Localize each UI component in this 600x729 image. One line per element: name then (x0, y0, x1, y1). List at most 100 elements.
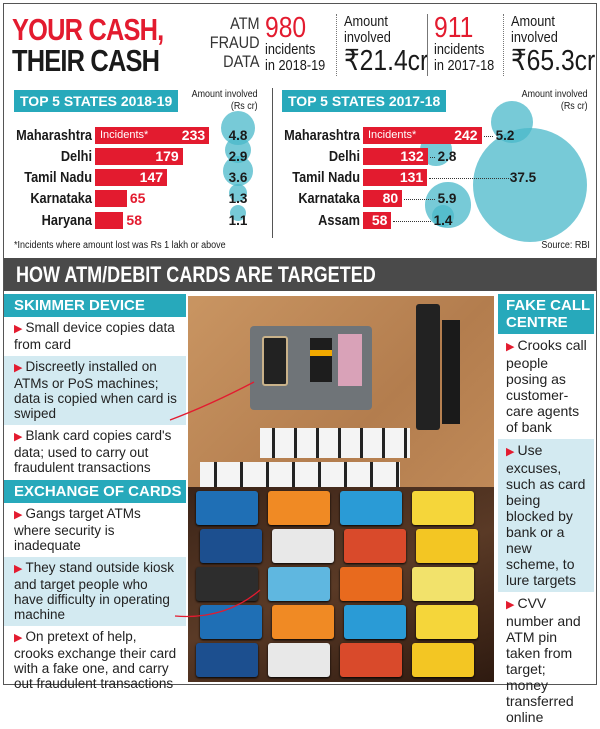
incidents-value: 65 (129, 190, 146, 206)
state-label: Maharashtra (16, 127, 92, 144)
ai-line: (Rs cr) (231, 100, 258, 112)
list-item: ▶ Small device copies data from card (4, 317, 186, 356)
headline-line2: THEIR CASH (12, 43, 160, 78)
amount-label: involved (511, 29, 558, 46)
phone (262, 336, 288, 386)
list-item: ▶ Use excuses, such as card being blocked… (498, 439, 594, 592)
card-reader (442, 320, 460, 424)
skimmer-section: SKIMMER DEVICE ▶ Small device copies data… (4, 294, 186, 479)
amount-label: involved (344, 29, 391, 46)
fake-call-section: FAKE CALL CENTRE ▶ Crooks call people pos… (498, 294, 594, 729)
ai-line: Amount involved (522, 88, 588, 100)
incidents-count: 911 (434, 12, 474, 44)
period-label: in 2017-18 (434, 57, 495, 74)
card (196, 491, 258, 525)
leader-line (483, 136, 493, 137)
card (412, 643, 474, 677)
list-item: ▶ Gangs target ATMs where security is ina… (4, 503, 186, 557)
arrow-icon: ▶ (506, 599, 515, 611)
ai-line: (Rs cr) (561, 100, 588, 112)
amount-label: Amount (511, 13, 555, 30)
incidents-label: incidents (434, 41, 485, 58)
incidents-bar (95, 212, 124, 229)
state-label: Karnataka (30, 190, 92, 207)
state-label: Tamil Nadu (24, 169, 92, 186)
callout-arrows (169, 381, 261, 618)
incidents-bar: 132 (363, 148, 428, 165)
card (344, 605, 406, 639)
state-label: Delhi (60, 148, 92, 165)
amount-bubble (473, 128, 587, 242)
incidents-value: 58 (126, 212, 142, 228)
incidents-2018-19: 980 incidents in 2018-19 (265, 14, 336, 74)
card (340, 567, 402, 601)
card (196, 643, 258, 677)
skimmer-header: SKIMMER DEVICE (4, 294, 186, 317)
leader-line (429, 178, 511, 179)
arrow-icon: ▶ (14, 323, 23, 335)
list-item: ▶ On pretext of help, crooks exchange the… (4, 626, 186, 695)
card (200, 605, 262, 639)
incidents-bar: 131 (363, 169, 428, 186)
amount-value: ₹21.4cr (344, 45, 429, 77)
label-line: DATA (223, 52, 260, 71)
card (268, 491, 330, 525)
list-item: ▶ Discreetly installed on ATMs or PoS mac… (4, 356, 186, 425)
amount-value: 1.3 (228, 191, 248, 206)
incidents-bar: 147 (95, 169, 168, 186)
card (200, 529, 262, 563)
arrow-icon: ▶ (14, 431, 23, 443)
amount-2018-19: Amount involved ₹21.4cr (344, 14, 443, 77)
amount-bubble (229, 184, 247, 202)
card (344, 529, 406, 563)
chart-divider (272, 88, 273, 238)
amount-value: 1.1 (228, 213, 248, 228)
card (340, 643, 402, 677)
incidents-label: Incidents* (100, 129, 149, 141)
skimmer (310, 338, 332, 382)
card (196, 567, 258, 601)
arrow-icon: ▶ (506, 341, 515, 353)
state-label: Maharashtra (284, 127, 360, 144)
card (416, 529, 478, 563)
leader-line (404, 199, 435, 200)
atm-fraud-data-label: ATM FRAUD DATA (210, 14, 260, 71)
chart-title-2017-18: TOP 5 STATES 2017-18 (282, 90, 447, 112)
label-line: FRAUD (210, 33, 260, 52)
list-item: ▶ Crooks call people posing as customer-c… (498, 334, 594, 439)
arrow-icon: ▶ (506, 446, 515, 458)
callout-arrow (174, 589, 261, 618)
item-text: They stand outside kiosk and target peop… (14, 560, 175, 622)
item-text: Small device copies data from card (14, 320, 175, 352)
headline: YOUR CASH, THEIR CASH (12, 14, 164, 78)
card (412, 491, 474, 525)
state-label: Tamil Nadu (292, 169, 360, 186)
card (412, 567, 474, 601)
incidents-count: 980 (265, 12, 307, 44)
card (340, 491, 402, 525)
amount-2017-18: Amount involved ₹65.3cr (511, 13, 600, 77)
arrow-icon: ▶ (14, 509, 23, 521)
incidents-bar (95, 190, 127, 207)
item-text: Use excuses, such as card being blocked … (506, 442, 586, 588)
amount-bubble (223, 156, 253, 186)
item-text: On pretext of help, crooks exchange thei… (14, 629, 177, 691)
amount-involved-label: Amount involved (Rs cr) (192, 88, 258, 112)
amount-value: 3.6 (228, 170, 248, 185)
callout-arrow (169, 381, 255, 421)
banknotes (338, 334, 362, 386)
fake-call-header: FAKE CALL CENTRE (498, 294, 594, 334)
state-label: Assam (318, 212, 360, 229)
label-line: ATM (230, 14, 260, 33)
ai-line: Amount involved (192, 88, 258, 100)
amount-bubble (431, 204, 454, 227)
card (416, 605, 478, 639)
card (268, 643, 330, 677)
incidents-label: Incidents* (368, 129, 417, 141)
leader-line (429, 157, 435, 158)
amount-value: 5.2 (495, 128, 515, 143)
section-title: HOW ATM/DEBIT CARDS ARE TARGETED (16, 262, 376, 287)
item-text: CVV number and ATM pin taken from target… (506, 595, 581, 725)
amount-value: 1.4 (433, 213, 453, 228)
item-text: Discreetly installed on ATMs or PoS mach… (14, 359, 177, 421)
